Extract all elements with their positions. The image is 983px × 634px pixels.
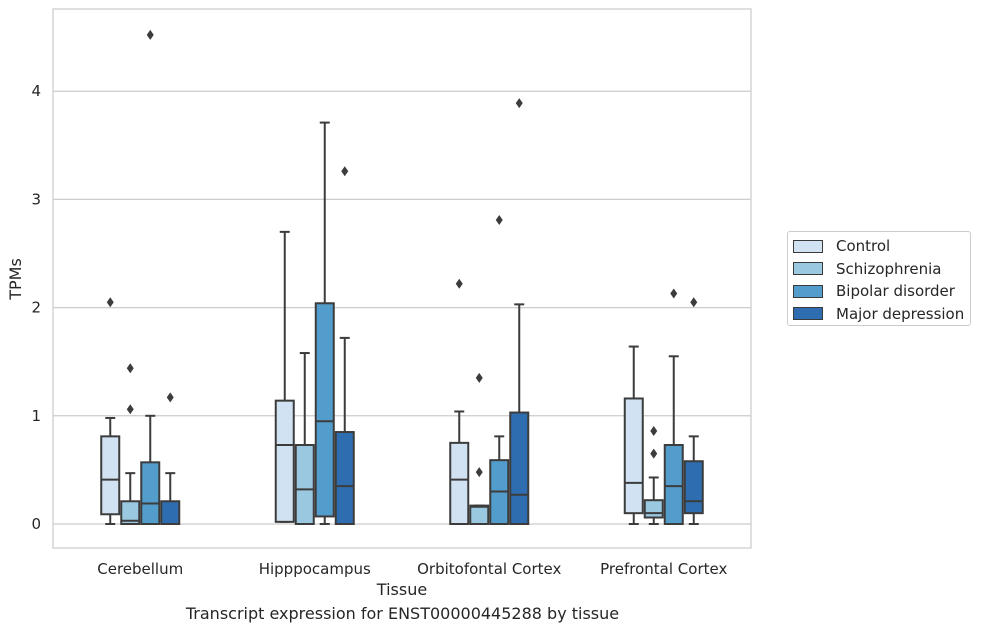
outlier-point — [455, 278, 463, 289]
legend-item: Major depression — [793, 304, 964, 324]
y-axis-label: TPMs — [6, 258, 25, 301]
box-iqr — [294, 444, 315, 526]
box-iqr — [623, 397, 644, 515]
legend-label: Schizophrenia — [836, 259, 942, 278]
box-control — [100, 297, 121, 525]
outlier-point — [166, 392, 174, 403]
legend-item: Schizophrenia — [793, 259, 941, 279]
y-tick-label: 4 — [31, 82, 41, 100]
box-bipolar-disorder — [663, 288, 684, 526]
box-iqr — [140, 461, 161, 525]
outlier-point — [126, 363, 134, 374]
chart-caption: Transcript expression for ENST0000044528… — [185, 604, 620, 623]
box-bipolar-disorder — [489, 214, 510, 525]
legend-swatch — [793, 284, 823, 298]
legend: Control Schizophrenia Bipolar disorder Majo… — [787, 231, 971, 326]
box-series — [100, 29, 704, 526]
box-iqr — [274, 399, 295, 523]
box-schizophrenia — [294, 352, 315, 526]
legend-swatch — [793, 262, 823, 275]
box-iqr — [509, 411, 530, 525]
outlier-point — [650, 425, 658, 436]
box-schizophrenia — [120, 363, 141, 526]
box-iqr — [100, 435, 121, 516]
x-tick-label: Cerebellum — [97, 560, 183, 578]
box-control — [449, 278, 470, 526]
outlier-point — [495, 214, 503, 225]
legend-label: Bipolar disorder — [836, 282, 955, 300]
y-tick-label: 0 — [31, 515, 41, 533]
legend-label: Control — [836, 237, 891, 255]
legend-label: Major depression — [836, 304, 965, 323]
legend-swatch — [793, 239, 823, 253]
box-iqr — [449, 441, 470, 526]
outlier-point — [650, 448, 658, 459]
box-iqr — [469, 504, 490, 525]
outlier-point — [515, 98, 523, 109]
x-tick-label: Hipppocampus — [259, 560, 371, 578]
box-control — [274, 230, 295, 523]
box-iqr — [643, 499, 664, 519]
legend-swatch — [793, 307, 823, 320]
legend-item: Control — [793, 236, 890, 256]
box-major-depression — [160, 392, 181, 526]
x-tick-label: Prefrontal Cortex — [600, 560, 727, 578]
box-bipolar-disorder — [314, 121, 335, 525]
box-iqr — [683, 460, 704, 515]
outlier-point — [670, 288, 678, 299]
box-bipolar-disorder — [140, 29, 161, 525]
legend-item: Bipolar disorder — [793, 281, 955, 301]
outlier-point — [341, 166, 349, 177]
box-iqr — [334, 431, 355, 525]
y-tick-labels: 0 1 2 3 4 — [31, 82, 41, 533]
box-major-depression — [683, 297, 704, 525]
box-schizophrenia — [469, 372, 490, 525]
box-iqr — [160, 500, 181, 526]
outlier-point — [690, 297, 698, 308]
outlier-point — [475, 467, 483, 478]
x-axis-label: Tissue — [376, 580, 427, 599]
y-tick-label: 1 — [31, 407, 41, 425]
outlier-point — [126, 404, 134, 415]
y-tick-label: 3 — [31, 190, 41, 208]
box-major-depression — [509, 98, 530, 525]
box-control — [623, 345, 644, 525]
box-iqr — [663, 444, 684, 526]
box-iqr — [120, 500, 141, 526]
outlier-point — [146, 29, 154, 40]
y-tick-label: 2 — [31, 299, 41, 317]
x-tick-labels: Cerebellum Hipppocampus Orbitofontal Corte… — [97, 560, 727, 578]
outlier-point — [475, 372, 483, 383]
outlier-point — [106, 297, 114, 308]
box-major-depression — [334, 166, 355, 525]
box-schizophrenia — [643, 425, 664, 525]
x-tick-label: Orbitofontal Cortex — [417, 560, 561, 578]
box-iqr — [314, 302, 335, 518]
